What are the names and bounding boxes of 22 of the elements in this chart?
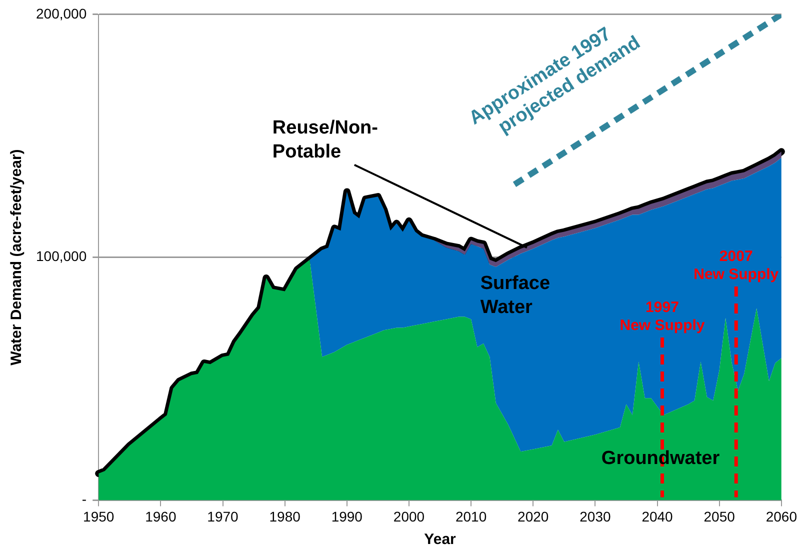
x-axis-title: Year xyxy=(424,531,456,548)
x-tick-label: 1980 xyxy=(269,508,301,524)
y-tick-label: 100,000 xyxy=(36,248,87,264)
x-tick-label: 2060 xyxy=(766,508,798,524)
x-tick-label: 2020 xyxy=(518,508,549,524)
series-label: Surface Water xyxy=(480,273,550,318)
y-tick-label: 200,000 xyxy=(36,5,87,22)
x-tick-label: 2000 xyxy=(393,508,425,524)
x-tick-label: 1990 xyxy=(331,508,363,524)
x-tick-label: 2050 xyxy=(704,508,736,524)
x-tick-label: 1960 xyxy=(145,508,176,524)
x-tick-label: 2040 xyxy=(642,508,674,524)
y-tick-label: - xyxy=(82,491,87,508)
ref-line-label: 2007 New Supply xyxy=(694,248,780,284)
series-label: Reuse/Non-Potable xyxy=(272,118,378,163)
x-tick-label: 2010 xyxy=(455,508,487,524)
x-tick-label: 2030 xyxy=(580,508,611,524)
x-tick-label: 1970 xyxy=(207,508,239,524)
x-tick-label: 1950 xyxy=(83,508,114,524)
y-axis-title: Water Demand (acre-feet/year) xyxy=(8,149,26,366)
ref-line-label: 1997 New Supply xyxy=(620,299,706,334)
series-label: Groundwater xyxy=(601,448,720,469)
